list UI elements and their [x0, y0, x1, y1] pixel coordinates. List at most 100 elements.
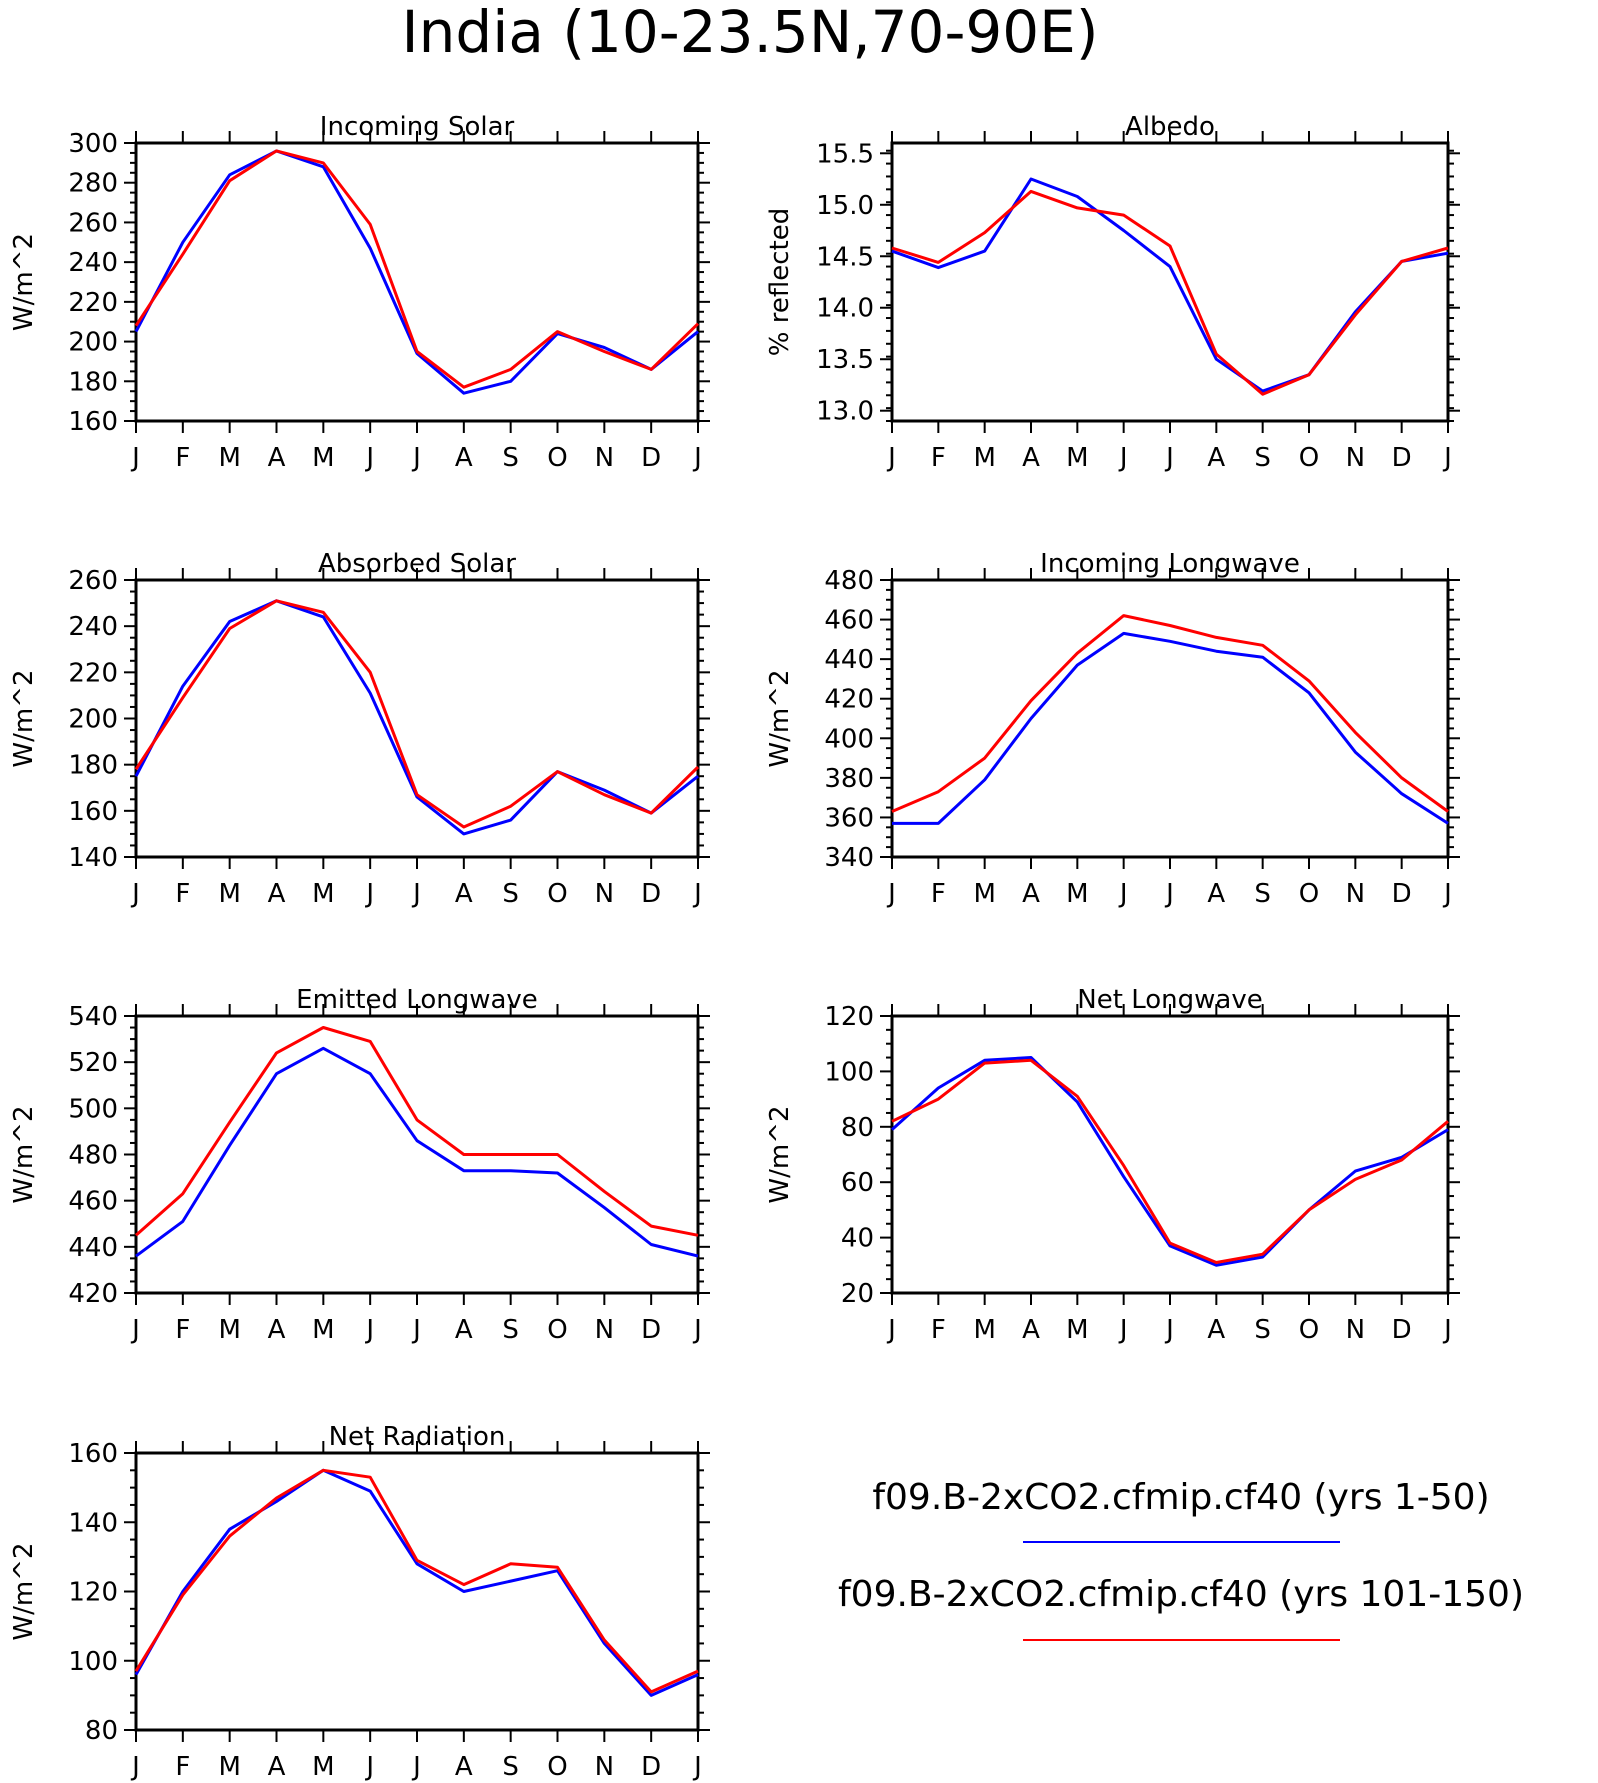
y-tick-label: 520 [68, 1048, 118, 1078]
y-tick-label: 100 [824, 1057, 874, 1087]
y-tick-label: 500 [68, 1094, 118, 1124]
plot-frame [134, 1451, 700, 1732]
plot-frame [134, 1014, 700, 1295]
plot-frame [890, 1014, 1450, 1295]
series-line-1 [134, 599, 699, 836]
y-tick-label: 300 [68, 129, 118, 159]
y-tick-label: 100 [68, 1647, 118, 1677]
x-tick-label: J [364, 879, 374, 909]
x-tick-label: A [455, 443, 473, 473]
x-tick-label: A [1207, 1315, 1225, 1345]
x-tick-label: M [312, 1315, 334, 1345]
x-tick-label: N [1346, 1315, 1365, 1345]
x-tick-label: D [641, 1752, 661, 1782]
series-line-2 [134, 149, 700, 389]
x-tick-label: S [502, 443, 519, 473]
x-tick-label: J [130, 443, 140, 473]
x-tick-label: N [1346, 443, 1365, 473]
y-tick-label: 140 [68, 843, 118, 873]
y-tick-label: 20 [841, 1279, 874, 1309]
series-line-2 [891, 189, 1449, 396]
legend: f09.B-2xCO2.cfmip.cf40 (yrs 1-50) f09.B-… [838, 1477, 1524, 1641]
y-axis-label: W/m^2 [765, 1105, 795, 1203]
x-tick-label: J [1164, 1315, 1174, 1345]
y-tick-label: 14.0 [816, 294, 874, 324]
y-tick-label: 400 [824, 724, 874, 754]
x-tick-label: M [218, 1752, 240, 1782]
x-tick-label: A [1022, 443, 1040, 473]
x-tick-label: J [1118, 1315, 1128, 1345]
series-line-1 [134, 149, 699, 395]
x-tick-label: O [1299, 443, 1319, 473]
x-tick-label: F [175, 1752, 190, 1782]
x-tick-label: J [692, 443, 702, 473]
x-tick-label: M [312, 879, 334, 909]
y-tick-label: 440 [824, 645, 874, 675]
x-tick-label: M [1066, 443, 1088, 473]
x-tick-label: D [641, 1315, 661, 1345]
y-tick-label: 260 [68, 566, 118, 596]
y-tick-label: 380 [824, 764, 874, 794]
y-tick-label: 160 [68, 1439, 118, 1469]
x-tick-label: S [1254, 1315, 1271, 1345]
y-tick-label: 180 [68, 367, 118, 397]
x-tick-label: O [547, 1752, 567, 1782]
y-tick-label: 15.5 [816, 139, 874, 169]
x-tick-label: N [595, 879, 614, 909]
y-axis-label: W/m^2 [9, 669, 39, 767]
x-tick-label: F [931, 879, 946, 909]
y-tick-label: 480 [68, 1141, 118, 1171]
x-tick-label: F [175, 879, 190, 909]
x-tick-label: M [973, 879, 995, 909]
x-tick-label: M [312, 443, 334, 473]
x-tick-label: S [1254, 443, 1271, 473]
y-tick-label: 15.0 [816, 191, 874, 221]
x-tick-label: S [1254, 879, 1271, 909]
y-tick-label: 120 [68, 1578, 118, 1608]
series-line-1 [892, 631, 1449, 825]
x-tick-label: M [218, 1315, 240, 1345]
x-tick-label: J [130, 1752, 140, 1782]
series-line-2 [891, 614, 1449, 813]
y-tick-label: 220 [68, 658, 118, 688]
y-tick-label: 40 [841, 1224, 874, 1254]
x-tick-label: J [1442, 1315, 1452, 1345]
x-tick-label: O [547, 879, 567, 909]
y-axis-label: W/m^2 [765, 669, 795, 767]
x-tick-label: S [502, 1752, 519, 1782]
x-tick-label: N [595, 1752, 614, 1782]
x-tick-label: J [364, 443, 374, 473]
x-tick-label: A [1207, 443, 1225, 473]
y-tick-label: 460 [68, 1187, 118, 1217]
y-tick-label: 420 [824, 685, 874, 715]
x-tick-label: M [218, 879, 240, 909]
y-axis-label: % reflected [765, 208, 795, 356]
y-tick-label: 180 [68, 751, 118, 781]
y-tick-label: 13.0 [816, 397, 874, 427]
y-tick-label: 260 [68, 208, 118, 238]
x-tick-label: D [1392, 879, 1412, 909]
plot-frame [890, 141, 1450, 423]
series-line-2 [134, 599, 700, 829]
x-tick-label: J [1442, 879, 1452, 909]
y-axis-label: W/m^2 [9, 1105, 39, 1203]
y-tick-label: 240 [68, 248, 118, 278]
plot-frame [890, 578, 1450, 859]
y-tick-label: 160 [68, 797, 118, 827]
x-tick-label: J [364, 1315, 374, 1345]
x-tick-label: J [1164, 443, 1174, 473]
x-tick-label: A [1022, 879, 1040, 909]
x-tick-label: J [886, 1315, 896, 1345]
x-tick-label: M [973, 443, 995, 473]
x-tick-label: J [692, 1315, 702, 1345]
plot-frame [134, 578, 700, 859]
x-tick-label: M [312, 1752, 334, 1782]
figure-title: India (10-23.5N,70-90E) [402, 0, 1099, 66]
x-tick-label: A [1207, 879, 1225, 909]
x-tick-label: S [502, 1315, 519, 1345]
